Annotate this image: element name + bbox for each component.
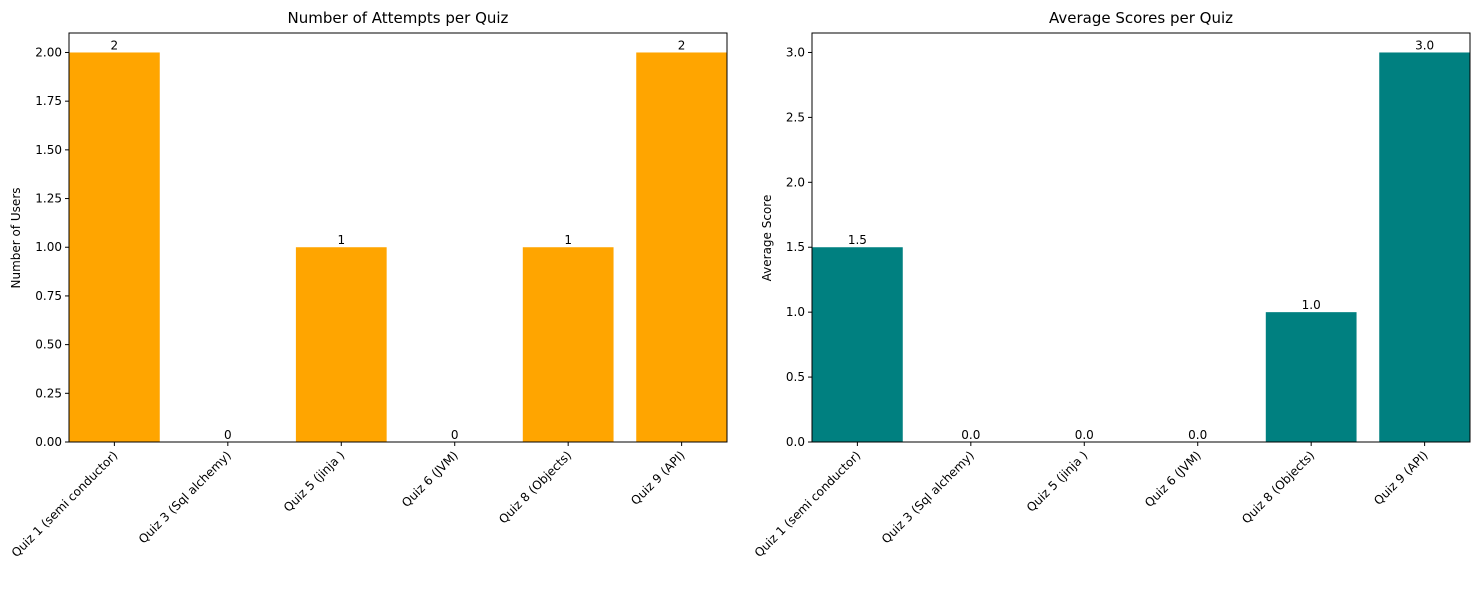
attempts-bars: 2 0 1 0 1 2 (69, 38, 727, 442)
scores-xtick-label: Quiz 3 (Sql alchemy) (879, 448, 977, 546)
scores-ytick-label: 2.0 (786, 175, 805, 189)
scores-chart: Average Scores per Quiz Average Score 1.… (752, 9, 1471, 560)
scores-xtick-label: Quiz 8 (Objects) (1239, 448, 1317, 526)
scores-bars: 1.5 0.0 0.0 0.0 1.0 3.0 (812, 38, 1470, 442)
attempts-value-label: 1 (337, 233, 345, 247)
scores-ytick-label: 1.0 (786, 305, 805, 319)
attempts-chart-ylabel: Number of Users (9, 187, 23, 288)
scores-bar (812, 247, 903, 442)
attempts-ytick-label: 1.25 (35, 192, 62, 206)
scores-plot-frame (811, 32, 1471, 443)
attempts-xtick-label: Quiz 3 (Sql alchemy) (136, 448, 234, 546)
scores-value-label: 0.0 (961, 428, 980, 442)
attempts-xtick-label: Quiz 6 (JVM) (399, 448, 461, 510)
scores-y-axis: 0.0 0.5 1.0 1.5 2.0 2.5 3.0 (786, 45, 812, 449)
attempts-value-label: 0 (451, 428, 459, 442)
attempts-ytick-label: 1.50 (35, 143, 62, 157)
attempts-chart-title: Number of Attempts per Quiz (288, 9, 509, 27)
attempts-bar (636, 52, 727, 442)
scores-value-label: 0.0 (1075, 428, 1094, 442)
scores-bar (1379, 52, 1470, 442)
scores-bar (1265, 312, 1357, 442)
scores-ytick-label: 3.0 (786, 45, 805, 59)
scores-value-label: 0.0 (1188, 428, 1207, 442)
attempts-ytick-label: 0.50 (35, 338, 62, 352)
scores-xtick-label: Quiz 6 (JVM) (1142, 448, 1204, 510)
scores-chart-ylabel: Average Score (760, 195, 774, 282)
scores-ytick-label: 1.5 (786, 240, 805, 254)
attempts-ytick-label: 1.00 (35, 240, 62, 254)
attempts-ytick-label: 0.00 (35, 435, 62, 449)
attempts-x-axis: Quiz 1 (semi conductor) Quiz 3 (Sql alche… (9, 442, 688, 560)
scores-xtick-label: Quiz 9 (API) (1371, 448, 1431, 508)
scores-ytick-label: 0.0 (786, 435, 805, 449)
scores-ytick-label: 2.5 (786, 110, 805, 124)
attempts-plot-frame (68, 32, 728, 443)
scores-chart-title: Average Scores per Quiz (1049, 9, 1233, 27)
attempts-ytick-label: 2.00 (35, 45, 62, 59)
attempts-value-label: 2 (111, 38, 119, 52)
scores-value-label: 1.5 (848, 233, 867, 247)
attempts-xtick-label: Quiz 5 (jinja ) (281, 448, 348, 515)
attempts-ytick-label: 0.25 (35, 386, 62, 400)
scores-x-axis: Quiz 1 (semi conductor) Quiz 3 (Sql alche… (752, 442, 1431, 560)
attempts-bar (69, 52, 160, 442)
scores-xtick-label: Quiz 1 (semi conductor) (752, 448, 864, 560)
attempts-xtick-label: Quiz 1 (semi conductor) (9, 448, 121, 560)
attempts-chart: Number of Attempts per Quiz Number of Us… (9, 9, 728, 560)
attempts-value-label: 0 (224, 428, 232, 442)
attempts-xtick-label: Quiz 9 (API) (628, 448, 688, 508)
scores-xtick-label: Quiz 5 (jinja ) (1024, 448, 1091, 515)
attempts-value-label: 1 (564, 233, 572, 247)
scores-ytick-label: 0.5 (786, 370, 805, 384)
attempts-ytick-label: 0.75 (35, 289, 62, 303)
scores-value-label: 3.0 (1415, 38, 1434, 52)
attempts-bar (295, 247, 387, 442)
attempts-ytick-label: 1.75 (35, 94, 62, 108)
scores-value-label: 1.0 (1302, 298, 1321, 312)
attempts-y-axis: 0.00 0.25 0.50 0.75 1.00 1.25 1.50 1.75 2.00 (35, 45, 69, 449)
attempts-xtick-label: Quiz 8 (Objects) (496, 448, 574, 526)
attempts-value-label: 2 (678, 38, 686, 52)
attempts-bar (522, 247, 614, 442)
